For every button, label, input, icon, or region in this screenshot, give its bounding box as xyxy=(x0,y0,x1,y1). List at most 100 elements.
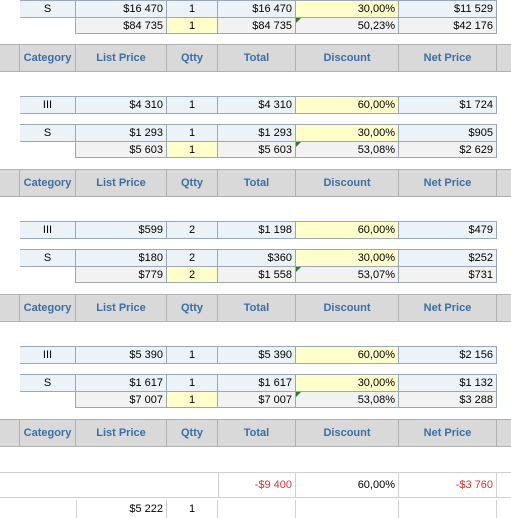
header-qtty[interactable]: Qtty xyxy=(167,45,218,71)
qtty-cell[interactable]: 1 xyxy=(167,346,218,364)
category-cell[interactable]: III xyxy=(20,96,76,114)
qtty-cell[interactable]: 1 xyxy=(167,500,218,518)
header-discount[interactable]: Discount xyxy=(296,420,399,446)
net-price-cell[interactable]: $2 156 xyxy=(399,346,497,364)
list-price-cell[interactable]: $84 735 xyxy=(76,18,167,34)
header-net-price[interactable]: Net Price xyxy=(399,45,497,71)
header-net-price[interactable]: Net Price xyxy=(399,420,497,446)
discount-cell[interactable]: 50,23% xyxy=(296,18,399,34)
net-price-cell[interactable]: $479 xyxy=(399,221,497,239)
qtty-cell[interactable]: 2 xyxy=(167,249,218,267)
header-total[interactable]: Total xyxy=(218,45,296,71)
total-cell[interactable]: $7 007 xyxy=(218,392,296,408)
qtty-cell[interactable]: 1 xyxy=(167,18,218,34)
discount-cell[interactable]: 60,00% xyxy=(296,221,399,239)
header-total[interactable]: Total xyxy=(218,420,296,446)
list-price-cell[interactable]: $1 293 xyxy=(76,124,167,142)
empty-cell[interactable] xyxy=(20,267,76,283)
discount-cell[interactable]: 30,00% xyxy=(296,249,399,267)
qtty-cell[interactable]: 2 xyxy=(167,221,218,239)
total-cell[interactable]: -$9 400 xyxy=(218,473,296,497)
qtty-cell[interactable]: 1 xyxy=(167,0,218,18)
total-cell[interactable]: $16 470 xyxy=(218,0,296,18)
list-price-cell[interactable]: $7 007 xyxy=(76,392,167,408)
net-price-cell[interactable]: $1 724 xyxy=(399,96,497,114)
net-price-cell[interactable]: $252 xyxy=(399,249,497,267)
total-cell[interactable] xyxy=(218,500,296,518)
header-total[interactable]: Total xyxy=(218,295,296,321)
header-qtty[interactable]: Qtty xyxy=(167,420,218,446)
net-price-cell[interactable]: $1 132 xyxy=(399,374,497,392)
empty-cell[interactable] xyxy=(20,142,76,158)
discount-cell[interactable]: 30,00% xyxy=(296,374,399,392)
discount-cell[interactable]: 60,00% xyxy=(296,346,399,364)
header-net-price[interactable]: Net Price xyxy=(399,170,497,196)
qtty-cell[interactable]: 1 xyxy=(167,142,218,158)
header-category[interactable]: Category xyxy=(20,295,76,321)
header-net-price[interactable]: Net Price xyxy=(399,295,497,321)
header-discount[interactable]: Discount xyxy=(296,170,399,196)
list-price-cell[interactable]: $16 470 xyxy=(76,0,167,18)
total-cell[interactable]: $1 198 xyxy=(218,221,296,239)
total-cell[interactable]: $5 390 xyxy=(218,346,296,364)
discount-cell[interactable]: 30,00% xyxy=(296,124,399,142)
subtotal-row: $5 603 1 $5 603 53,08% $2 629 xyxy=(0,142,511,158)
total-cell[interactable]: $1 558 xyxy=(218,267,296,283)
qtty-cell[interactable]: 1 xyxy=(167,374,218,392)
column-header-row: Category List Price Qtty Total Discount … xyxy=(0,419,511,447)
discount-cell[interactable]: 30,00% xyxy=(296,0,399,18)
category-cell[interactable]: S xyxy=(20,374,76,392)
qtty-cell[interactable]: 1 xyxy=(167,96,218,114)
discount-cell[interactable]: 53,08% xyxy=(296,392,399,408)
net-price-cell[interactable]: $11 529 xyxy=(399,0,497,18)
header-discount[interactable]: Discount xyxy=(296,45,399,71)
header-discount[interactable]: Discount xyxy=(296,295,399,321)
header-list-price[interactable]: List Price xyxy=(76,420,167,446)
list-price-cell[interactable]: $5 390 xyxy=(76,346,167,364)
total-cell[interactable]: $1 617 xyxy=(218,374,296,392)
header-category[interactable]: Category xyxy=(20,45,76,71)
list-price-cell[interactable]: $1 617 xyxy=(76,374,167,392)
category-cell[interactable]: III xyxy=(20,346,76,364)
header-category[interactable]: Category xyxy=(20,420,76,446)
total-cell[interactable]: $5 603 xyxy=(218,142,296,158)
category-cell[interactable]: III xyxy=(20,221,76,239)
header-total[interactable]: Total xyxy=(218,170,296,196)
header-category[interactable]: Category xyxy=(20,170,76,196)
category-cell[interactable]: S xyxy=(20,124,76,142)
header-list-price[interactable]: List Price xyxy=(76,170,167,196)
discount-cell[interactable]: 60,00% xyxy=(296,96,399,114)
list-price-cell[interactable]: $779 xyxy=(76,267,167,283)
net-price-cell[interactable]: $42 176 xyxy=(399,18,497,34)
header-list-price[interactable]: List Price xyxy=(76,295,167,321)
discount-cell[interactable]: 53,07% xyxy=(296,267,399,283)
list-price-cell[interactable]: $4 310 xyxy=(76,96,167,114)
net-price-cell[interactable]: $2 629 xyxy=(399,142,497,158)
empty-cell[interactable] xyxy=(20,392,76,408)
net-price-cell[interactable] xyxy=(399,500,497,518)
header-list-price[interactable]: List Price xyxy=(76,45,167,71)
net-price-cell[interactable]: $731 xyxy=(399,267,497,283)
qtty-cell[interactable]: 1 xyxy=(167,124,218,142)
qtty-cell[interactable]: 1 xyxy=(167,392,218,408)
list-price-cell[interactable]: $599 xyxy=(76,221,167,239)
total-cell[interactable]: $360 xyxy=(218,249,296,267)
category-cell[interactable]: S xyxy=(20,0,76,18)
net-price-cell[interactable]: $3 288 xyxy=(399,392,497,408)
total-cell[interactable]: $1 293 xyxy=(218,124,296,142)
empty-cell[interactable] xyxy=(20,18,76,34)
list-price-cell[interactable]: $5 222 xyxy=(76,500,167,518)
discount-cell[interactable]: 60,00% xyxy=(296,473,399,497)
net-price-cell[interactable]: $905 xyxy=(399,124,497,142)
total-cell[interactable]: $4 310 xyxy=(218,96,296,114)
list-price-cell[interactable]: $5 603 xyxy=(76,142,167,158)
qtty-cell[interactable]: 2 xyxy=(167,267,218,283)
list-price-cell[interactable]: $180 xyxy=(76,249,167,267)
total-cell[interactable]: $84 735 xyxy=(218,18,296,34)
net-price-cell[interactable]: -$3 760 xyxy=(399,473,497,497)
discount-cell[interactable] xyxy=(296,500,399,518)
header-qtty[interactable]: Qtty xyxy=(167,295,218,321)
header-qtty[interactable]: Qtty xyxy=(167,170,218,196)
discount-cell[interactable]: 53,08% xyxy=(296,142,399,158)
category-cell[interactable]: S xyxy=(20,249,76,267)
